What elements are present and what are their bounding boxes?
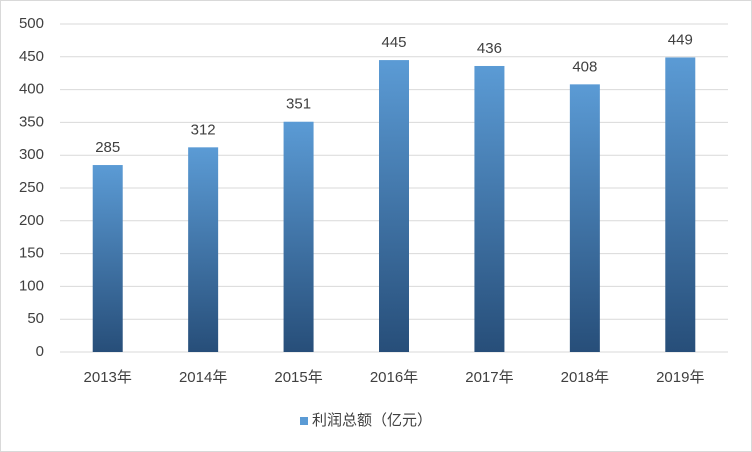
bar (474, 65, 505, 352)
data-label: 351 (286, 96, 311, 113)
y-tick-label: 350 (19, 113, 44, 130)
data-label: 285 (95, 139, 120, 156)
y-tick-label: 450 (19, 48, 44, 65)
data-label: 408 (572, 58, 597, 75)
legend-swatch (300, 417, 308, 425)
x-tick-label: 2014年 (179, 369, 227, 386)
y-tick-label: 400 (19, 81, 44, 98)
data-label: 445 (381, 34, 406, 51)
bar (283, 121, 314, 352)
legend-label: 利润总额（亿元） (312, 412, 432, 429)
x-tick-label: 2018年 (561, 369, 609, 386)
bar (188, 147, 219, 352)
bar (92, 165, 123, 352)
y-tick-label: 100 (19, 277, 44, 294)
y-tick-label: 0 (36, 343, 44, 360)
data-label: 436 (477, 40, 502, 57)
x-tick-label: 2013年 (84, 369, 132, 386)
y-tick-label: 150 (19, 245, 44, 262)
x-tick-label: 2015年 (274, 369, 322, 386)
bar (569, 84, 600, 353)
data-label: 449 (668, 31, 693, 48)
y-tick-label: 300 (19, 146, 44, 163)
y-tick-label: 500 (19, 15, 44, 32)
bar (379, 60, 409, 353)
data-label: 312 (191, 121, 216, 138)
y-tick-label: 250 (19, 179, 44, 196)
x-tick-label: 2017年 (465, 369, 513, 386)
y-tick-label: 50 (27, 310, 44, 327)
x-tick-label: 2019年 (656, 369, 704, 386)
y-tick-label: 200 (19, 212, 44, 229)
x-tick-label: 2016年 (370, 369, 418, 386)
bar (665, 57, 696, 353)
